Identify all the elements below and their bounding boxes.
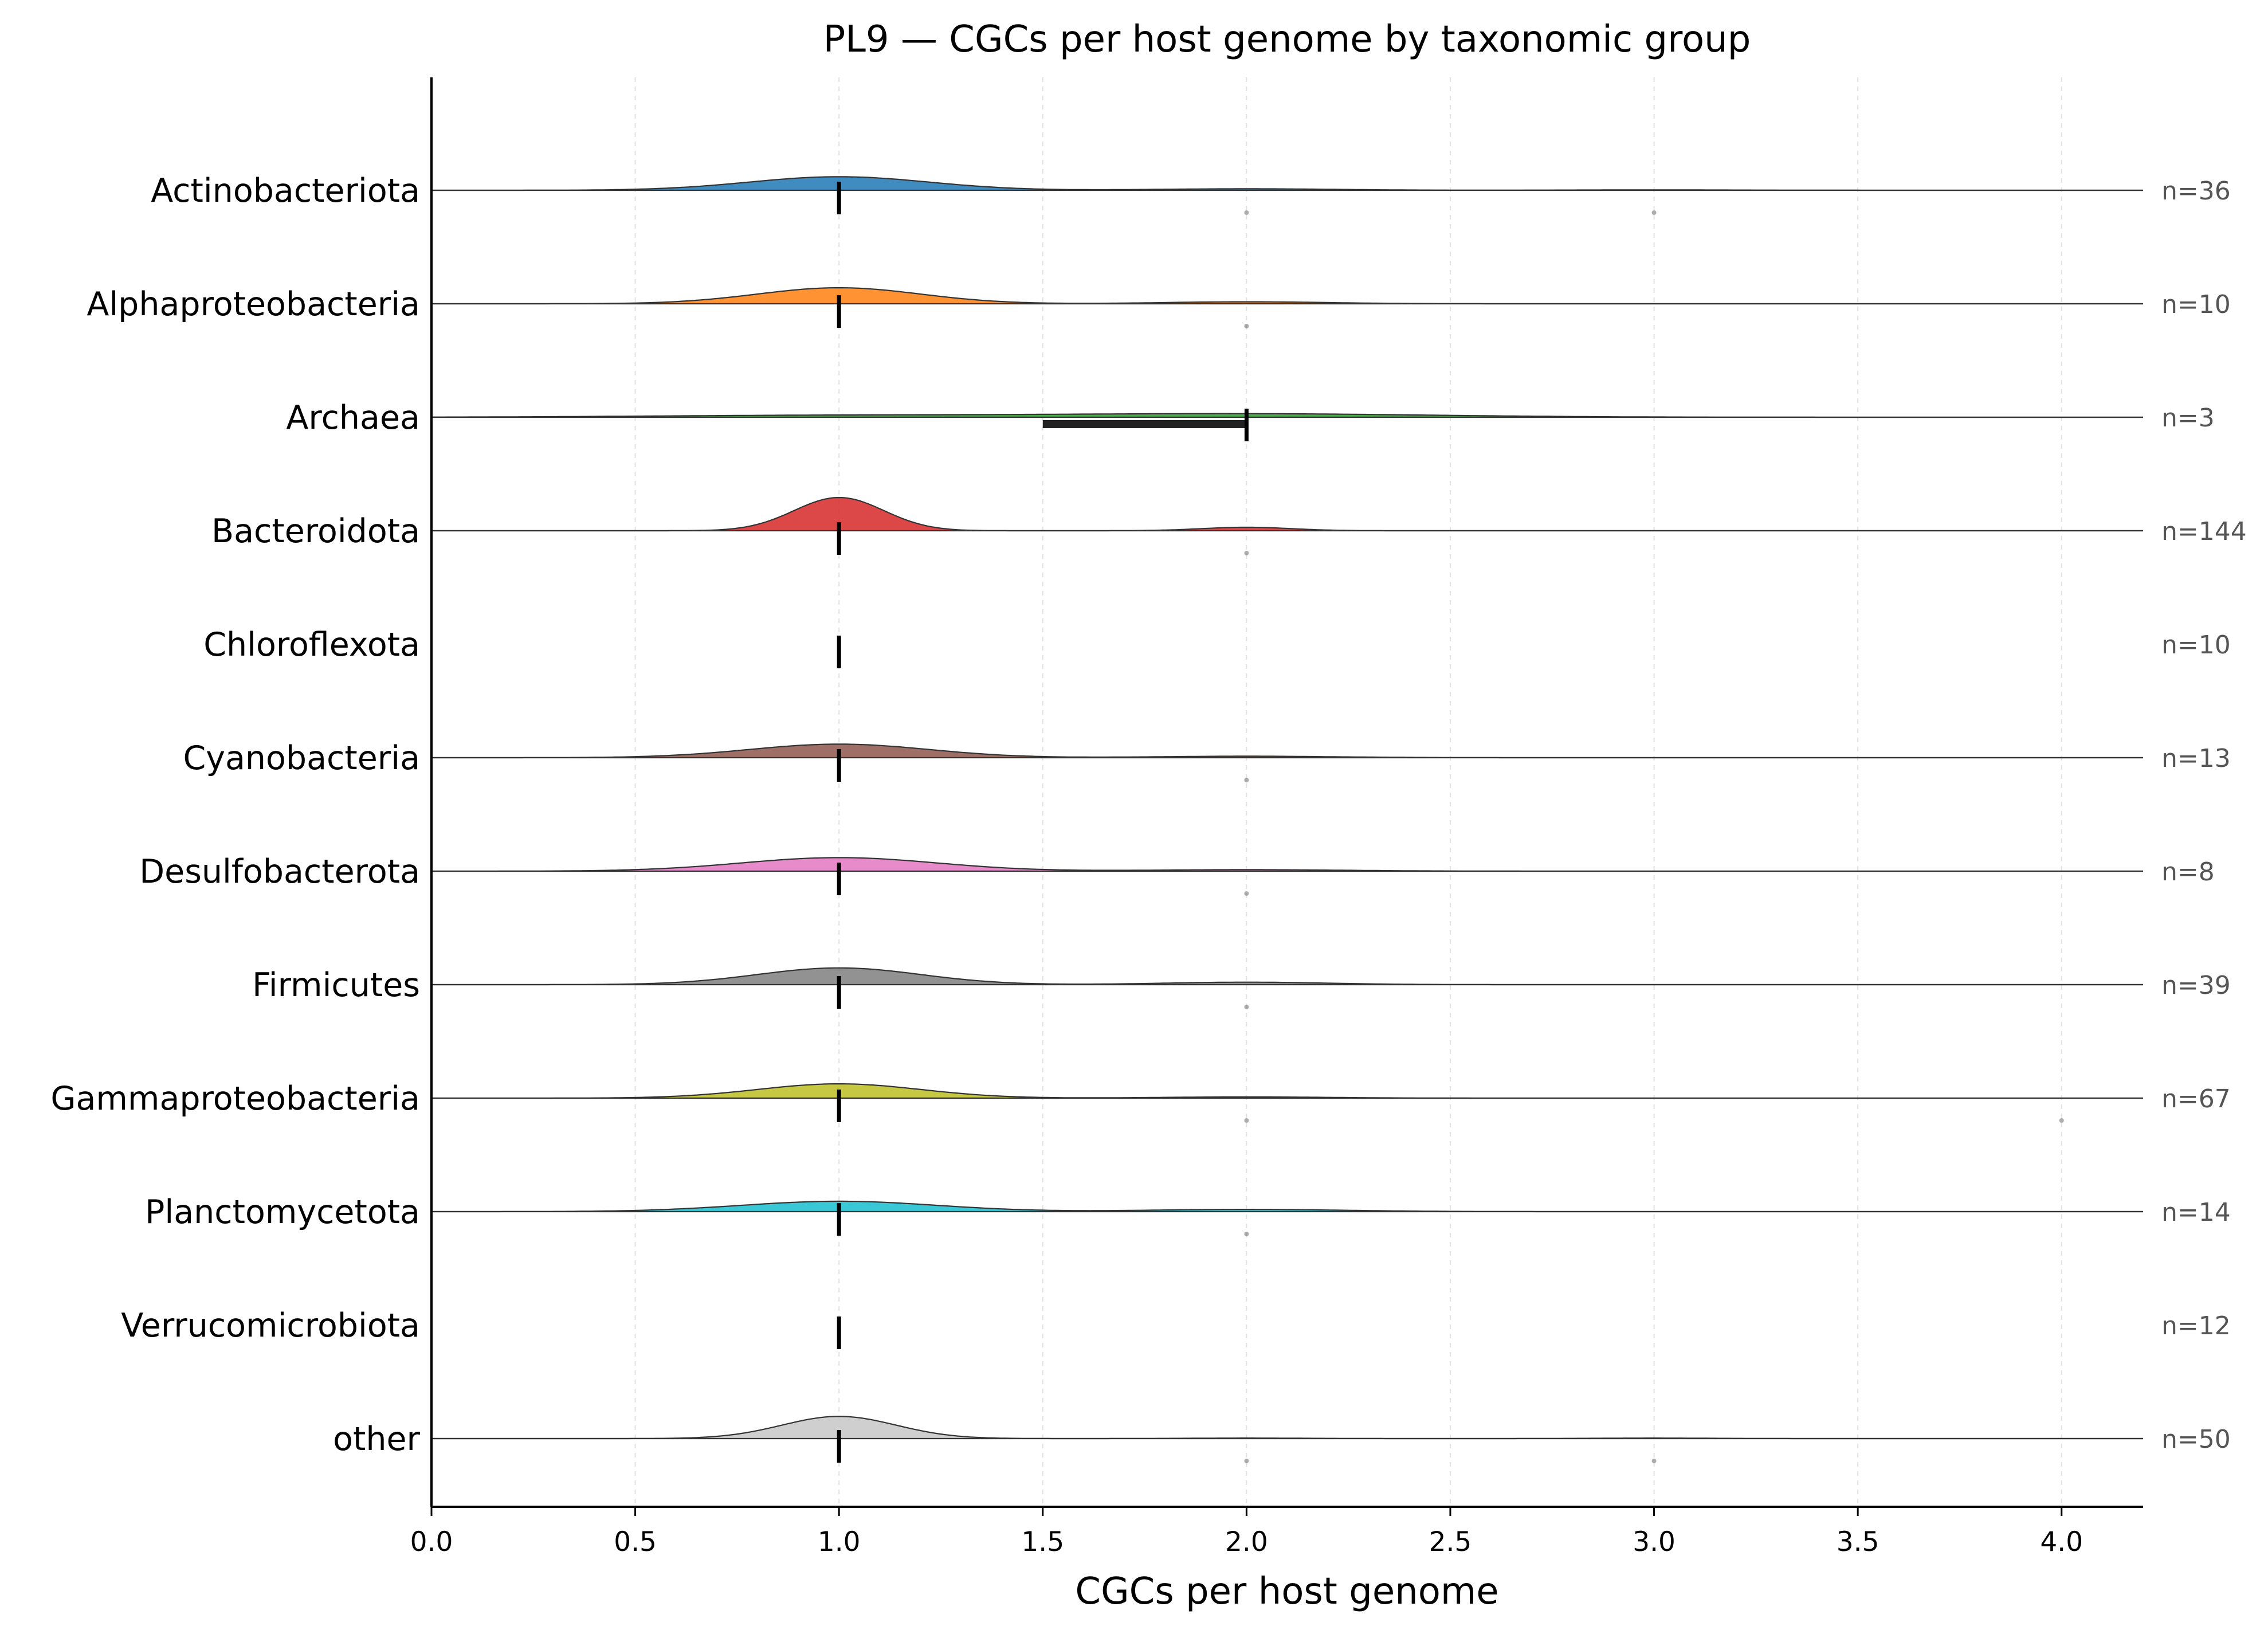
ridge-cyanobacteria: Cyanobacteria n=13 [183,739,2231,782]
density-fill [431,177,2143,190]
ridge-other: other n=50 [333,1416,2231,1463]
sample-count-label: n=50 [2161,1425,2231,1454]
ridges: Actinobacteriota n=36 Alphaproteobacteria n… [50,172,2247,1463]
density-fill [431,288,2143,304]
group-label: other [333,1420,420,1458]
outlier-point [1244,324,1249,328]
ridge-gammaproteobacteria: Gammaproteobacteria n=67 [50,1080,2231,1123]
group-label: Bacteroidota [211,512,420,550]
outlier-point [1244,1232,1249,1236]
x-tick-label: 2.5 [1429,1526,1472,1558]
group-label: Alphaproteobacteria [87,285,420,323]
ridge-firmicutes: Firmicutes n=39 [252,966,2231,1009]
group-label: Planctomycetota [145,1193,420,1231]
x-tick-label: 1.5 [1021,1526,1064,1558]
outlier-point [1244,1005,1249,1009]
ridge-alphaproteobacteria: Alphaproteobacteria n=10 [87,285,2231,328]
density-outline [431,287,2143,305]
chart-title: PL9 — CGCs per host genome by taxonomic … [823,18,1751,61]
x-tick-label: 0.0 [410,1526,453,1558]
group-label: Gammaproteobacteria [50,1080,420,1118]
density-fill [431,744,2143,758]
group-label: Actinobacteriota [151,172,420,210]
axes [430,77,2143,1508]
outlier-point [1651,210,1657,215]
x-tick-label: 3.5 [1837,1526,1879,1558]
density-fill [431,413,2143,417]
sample-count-label: n=3 [2161,403,2215,433]
sample-count-label: n=144 [2161,517,2247,546]
sample-count-label: n=8 [2161,857,2215,887]
outlier-point [1244,210,1249,215]
group-label: Chloroflexota [203,626,420,664]
outlier-point [1244,551,1249,555]
density-outline [431,496,2143,532]
ridge-verrucomicrobiota: Verrucomicrobiota n=12 [121,1307,2231,1349]
density-fill [431,967,2143,985]
outlier-point [2059,1118,2064,1123]
x-tick-label: 1.0 [818,1526,861,1558]
ridge-bacteroidota: Bacteroidota n=144 [211,496,2247,555]
sample-count-label: n=36 [2161,177,2231,206]
sample-count-label: n=10 [2161,290,2231,319]
ridge-actinobacteriota: Actinobacteriota n=36 [151,172,2231,215]
outlier-point [1244,1459,1249,1463]
outlier-point [1244,1118,1249,1123]
ridge-desulfobacterota: Desulfobacterota n=8 [139,853,2215,896]
sample-count-label: n=39 [2161,971,2231,1000]
outlier-point [1244,778,1249,782]
sample-count-label: n=10 [2161,630,2231,660]
density-fill [431,497,2143,531]
group-label: Verrucomicrobiota [121,1307,420,1345]
x-tick-label: 0.5 [614,1526,657,1558]
x-tick-label: 3.0 [1633,1526,1676,1558]
ridge-archaea: Archaea n=3 [286,399,2215,441]
sample-count-label: n=12 [2161,1311,2231,1341]
ridge-planctomycetota: Planctomycetota n=14 [145,1193,2231,1236]
outlier-point [1651,1459,1657,1463]
sample-count-label: n=14 [2161,1198,2231,1227]
group-label: Firmicutes [252,966,420,1004]
x-ticks: 0.0 0.5 1.0 1.5 2.0 2.5 3.0 3.5 4.0 [410,1507,2083,1558]
group-label: Archaea [286,399,420,437]
density-outline [431,967,2143,986]
ridge-chloroflexota: Chloroflexota n=10 [203,626,2231,668]
density-fill [431,1416,2143,1439]
density-fill [431,1084,2143,1098]
outlier-point [1244,891,1249,896]
group-label: Desulfobacterota [139,853,420,891]
sample-count-label: n=67 [2161,1084,2231,1114]
x-tick-label: 4.0 [2040,1526,2083,1558]
x-axis-label: CGCs per host genome [1075,1570,1498,1613]
density-outline [431,1416,2143,1440]
grid-lines [431,77,2062,1507]
group-label: Cyanobacteria [183,739,420,777]
x-tick-label: 2.0 [1225,1526,1268,1558]
sample-count-label: n=13 [2161,744,2231,773]
density-fill [431,857,2143,871]
density-outline [431,1083,2143,1099]
density-fill [431,1201,2143,1212]
